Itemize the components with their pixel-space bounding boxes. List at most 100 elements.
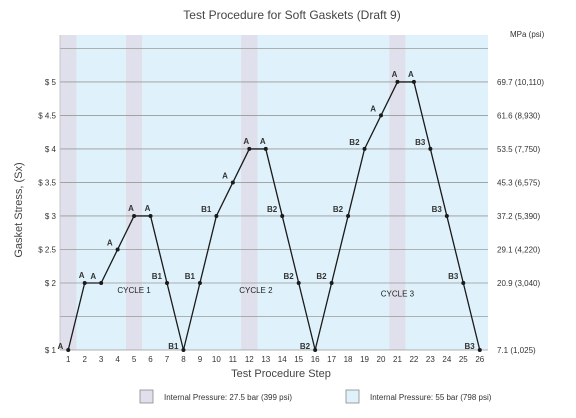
y-axis-title: Gasket Stress, (Sx) [13,162,25,257]
x-tick-label: 18 [344,355,353,364]
data-point [165,280,169,285]
x-axis-title: Test Procedure Step [231,368,331,380]
point-label: A [392,70,398,79]
point-label: B1 [168,342,179,351]
x-tick-label: 23 [426,355,435,364]
point-label: A [79,271,85,280]
band-low-1 [60,35,77,350]
point-label: B3 [465,342,476,351]
y-axis-ticks: $ 1 $ 2 $ 2.5 $ 3 $ 3.5 $ 4 $ 4.5 $ 5 [38,78,56,355]
data-point [428,146,433,151]
y-tick-label: $ 4 [45,145,57,154]
right-axis-unit: MPa (psi) [510,30,545,39]
x-tick-label: 5 [132,355,137,364]
data-point [461,280,466,285]
y-tick-label: $ 2.5 [38,245,56,254]
data-point [66,348,71,352]
x-tick-label: 10 [212,355,221,364]
x-tick-label: 19 [360,355,369,364]
band-high-8 [405,35,488,350]
point-label: A [260,137,266,146]
point-label: A [57,342,63,351]
x-tick-label: 15 [294,355,303,364]
right-tick-label: 53.5 (7,750) [497,145,540,154]
data-point [395,79,400,84]
x-tick-label: 9 [198,355,203,364]
point-label: A [408,70,414,79]
point-label: B1 [152,272,163,281]
point-label: B3 [415,138,426,147]
x-tick-label: 20 [377,355,386,364]
x-tick-label: 24 [442,355,451,364]
right-tick-label: 29.1 (4,220) [497,245,540,254]
x-tick-label: 11 [229,355,238,364]
x-tick-label: 1 [66,355,71,364]
band-high-6 [257,35,390,350]
x-tick-label: 25 [459,355,468,364]
x-tick-label: 21 [393,355,402,364]
right-axis-ticks: 7.1 (1,025) 20.9 (3,040) 29.1 (4,220) 37.2 … [497,78,544,355]
x-axis-ticks: 1 2 3 4 5 6 7 8 9 10 11 12 13 14 15 16 17 18 19 20 21 22 23 24 2… [66,355,485,364]
data-point [329,280,334,285]
right-tick-label: 20.9 (3,040) [497,279,540,288]
y-tick-label: $ 3.5 [38,178,56,187]
cycle-label: CYCLE 3 [381,289,415,298]
data-point [477,348,482,352]
point-label: B2 [267,205,278,214]
data-point [181,348,186,352]
cycle-label: CYCLE 2 [239,286,273,295]
y-tick-label: $ 2 [45,279,57,288]
x-tick-label: 6 [148,355,153,364]
data-point [214,213,219,218]
band-low-5 [241,35,258,350]
y-tick-label: $ 3 [45,212,57,221]
x-tick-label: 7 [165,355,170,364]
point-label: B1 [185,272,196,281]
y-tick-label: $ 4.5 [38,111,56,120]
right-tick-label: 61.6 (8,930) [497,111,540,120]
point-label: A [243,137,249,146]
point-label: A [90,272,96,281]
x-tick-label: 26 [475,355,484,364]
data-point [148,213,153,218]
data-point [411,79,416,84]
data-point [379,113,383,118]
point-label: A [145,204,151,213]
x-tick-label: 16 [311,355,320,364]
point-label: B1 [201,205,212,214]
x-tick-label: 14 [278,355,287,364]
data-point [230,180,235,185]
point-label: A [128,204,134,213]
data-point [247,146,252,151]
pressure-bands [60,35,488,350]
right-tick-label: 69.7 (10,110) [497,78,544,87]
point-label: B2 [283,272,294,281]
data-point [115,247,120,252]
band-high-2 [76,35,126,350]
chart-title: Test Procedure for Soft Gaskets (Draft 9… [183,8,400,22]
point-label: B2 [300,342,311,351]
data-point [313,348,318,352]
point-label: B3 [432,205,443,214]
point-label: B2 [333,205,344,214]
right-tick-label: 45.3 (6,575) [497,178,540,187]
x-tick-label: 12 [245,355,254,364]
point-label: B3 [448,272,459,281]
x-tick-label: 17 [327,355,336,364]
data-point [296,280,301,285]
x-tick-label: 4 [115,355,120,364]
point-label: A [370,104,376,113]
right-tick-label: 37.2 (5,390) [497,212,540,221]
legend-label-low: Internal Pressure: 27.5 bar (399 psi) [164,393,292,402]
x-tick-label: 22 [409,355,418,364]
legend: Internal Pressure: 27.5 bar (399 psi) Int… [139,389,492,404]
point-label: B2 [349,138,360,147]
point-label: A [222,171,228,180]
point-label: A [107,238,113,247]
data-point [132,213,137,218]
data-point [99,280,104,285]
series-path [67,81,481,351]
y-tick-label: $ 5 [45,78,57,87]
x-tick-label: 13 [261,355,270,364]
